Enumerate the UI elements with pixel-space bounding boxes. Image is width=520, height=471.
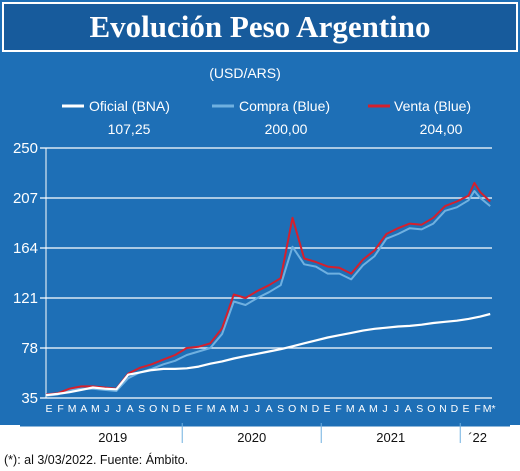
y-tick-label: 250 [13, 140, 38, 157]
month-tick-label: F [57, 403, 63, 415]
chart-background [0, 0, 520, 425]
year-label: 2020 [237, 430, 266, 445]
footnote: (*): al 3/03/2022. Fuente: Ámbito. [4, 452, 188, 467]
month-tick-label: N [439, 403, 447, 415]
month-tick-label: M* [483, 403, 496, 415]
month-tick-label: J [243, 403, 248, 415]
month-tick-label: J [255, 403, 260, 415]
legend: Oficial (BNA) 107,25 Compra (Blue) 200,0… [62, 98, 471, 137]
month-tick-label: J [382, 403, 387, 415]
month-tick-label: M [68, 403, 77, 415]
month-tick-label: N [161, 403, 169, 415]
y-tick-label: 164 [13, 240, 38, 257]
x-axis-year-labels: 2019 2020 2021 ´22 [20, 423, 510, 445]
series-lines [45, 181, 491, 397]
year-label: 2021 [376, 430, 405, 445]
month-tick-label: A [127, 403, 134, 415]
chart-title: Evolución Peso Argentino [89, 9, 430, 44]
month-tick-label: A [358, 403, 365, 415]
month-tick-label: M [230, 403, 239, 415]
month-tick-label: A [405, 403, 412, 415]
month-tick-label: O [427, 403, 435, 415]
month-tick-label: F [474, 403, 480, 415]
y-tick-label: 121 [13, 290, 38, 307]
month-tick-label: S [277, 403, 284, 415]
month-tick-label: M [346, 403, 355, 415]
month-tick-label: E [185, 403, 192, 415]
month-tick-label: A [219, 403, 226, 415]
legend-value-venta: 204,00 [420, 121, 463, 137]
series-line-compra-blue [45, 190, 491, 397]
month-tick-label: D [173, 403, 181, 415]
year-label: 2019 [98, 430, 127, 445]
legend-value-compra: 200,00 [265, 121, 308, 137]
y-tick-label: 207 [13, 190, 38, 207]
legend-label-oficial: Oficial (BNA) [89, 98, 170, 114]
year-label: ´22 [468, 430, 487, 445]
month-tick-label: O [149, 403, 157, 415]
month-tick-label: D [312, 403, 320, 415]
month-tick-label: E [324, 403, 331, 415]
month-tick-label: N [300, 403, 308, 415]
month-tick-label: M [91, 403, 100, 415]
title-banner [2, 2, 518, 52]
legend-value-oficial: 107,25 [108, 121, 151, 137]
month-tick-label: A [80, 403, 87, 415]
legend-label-compra: Compra (Blue) [239, 98, 330, 114]
y-axis-ticks: 35 78 121 164 207 250 [13, 140, 38, 407]
series-line-oficial-bna [45, 312, 491, 397]
month-tick-label: M [207, 403, 216, 415]
month-tick-label: S [138, 403, 145, 415]
legend-label-venta: Venta (Blue) [394, 98, 471, 114]
month-tick-label: J [104, 403, 109, 415]
month-tick-label: D [451, 403, 459, 415]
month-tick-label: F [335, 403, 341, 415]
y-tick-label: 35 [21, 390, 38, 407]
month-tick-label: J [116, 403, 121, 415]
month-tick-label: E [463, 403, 470, 415]
month-tick-label: S [416, 403, 423, 415]
month-tick-label: E [45, 403, 52, 415]
gridlines [40, 147, 492, 399]
month-tick-label: F [196, 403, 202, 415]
month-tick-label: J [394, 403, 399, 415]
chart-subtitle: (USD/ARS) [209, 65, 281, 81]
month-tick-label: A [266, 403, 273, 415]
month-tick-label: O [288, 403, 296, 415]
x-axis-month-ticks: E F M A M J J A S O N D E F M A M J J A S O N D E F M A M J J A S O N D E F M* [45, 403, 495, 415]
y-tick-label: 78 [21, 340, 38, 357]
month-tick-label: M [369, 403, 378, 415]
